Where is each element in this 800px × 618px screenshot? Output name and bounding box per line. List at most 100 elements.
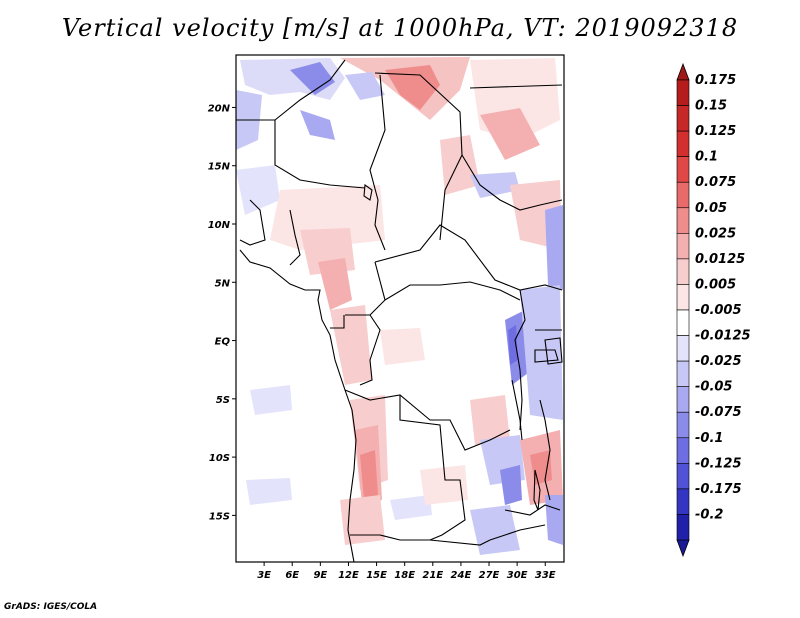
country-borders (236, 59, 563, 563)
colorbar-label: -0.025 (695, 354, 742, 369)
border-line (384, 281, 521, 301)
colorbar-top-arrow (676, 62, 690, 81)
field-patch (318, 258, 352, 310)
map-title: Vertical velocity [m/s] at 1000hPa, VT: … (61, 14, 739, 42)
colorbar-label: -0.05 (695, 380, 732, 395)
border-line (344, 389, 511, 451)
lon-tick-label: 18E (394, 570, 415, 581)
colorbar-label: 0.075 (695, 175, 736, 190)
border-line (489, 524, 546, 541)
lon-tick-label: 9E (313, 570, 327, 581)
colorbar-swatch (676, 156, 690, 183)
field-patch (390, 495, 432, 520)
lake-tanganyika (511, 379, 523, 441)
colorbar-label: -0.125 (695, 456, 742, 471)
colorbar-swatch (676, 437, 690, 464)
colorbar-label: 0.15 (695, 99, 727, 114)
colorbar-swatch (676, 335, 690, 362)
lon-tick-label: 3E (257, 570, 271, 581)
border-line (369, 74, 386, 251)
colorbar-label: -0.005 (695, 303, 742, 318)
colorbar-label: -0.2 (695, 507, 723, 522)
longitude-axis: 3E 6E 9E 12E 15E 18E 21E 24E 27E 30E 33E (257, 562, 556, 581)
field-patch (330, 305, 372, 385)
map-frame (235, 54, 565, 563)
border-line (345, 261, 386, 316)
border-line (289, 209, 301, 266)
colorbar-swatch (676, 207, 690, 234)
colorbar-swatch (676, 79, 690, 106)
field-patch (250, 385, 292, 415)
colorbar-label: 0.0125 (695, 252, 745, 267)
border-line (539, 399, 551, 501)
colorbar-swatch (676, 463, 690, 490)
field-patch (345, 72, 385, 100)
field-patch (246, 478, 292, 505)
field-patch (300, 110, 335, 140)
lat-tick-label: 15N (208, 162, 231, 173)
field-patch (360, 450, 378, 500)
colorbar-swatch (676, 233, 690, 260)
lat-tick-label: 5N (215, 278, 231, 289)
border-line (239, 199, 266, 246)
field-patch (500, 465, 522, 505)
border-line (330, 315, 345, 329)
field-patch (340, 495, 385, 545)
colorbar-label: 0.1 (695, 150, 718, 165)
latitude-axis: 20N 15N 10N 5N EQ 5S 10S 15S (208, 103, 236, 522)
field-patch (470, 395, 510, 445)
colorbar-label: -0.175 (695, 482, 742, 497)
lon-tick-label: 30E (507, 570, 528, 581)
colorbar-swatch (676, 258, 690, 285)
colorbar: 0.175 0.15 0.125 0.1 0.075 0.05 0.025 0.0125 0.0… (676, 62, 751, 558)
border-line (469, 84, 563, 89)
border-line (350, 534, 491, 546)
field-patch (508, 325, 518, 365)
field-patch (236, 165, 280, 215)
lon-tick-label: 21E (422, 570, 443, 581)
colorbar-swatch (676, 130, 690, 157)
lon-tick-label: 12E (338, 570, 359, 581)
colorbar-swatch (676, 411, 690, 439)
colorbar-label: -0.1 (695, 431, 723, 446)
border-line (399, 395, 466, 541)
field-patch (385, 65, 440, 110)
colorbar-swatch (676, 386, 690, 413)
colorbar-label: -0.075 (695, 405, 742, 420)
border-line (274, 120, 366, 189)
field-patch (470, 172, 520, 198)
colorbar-swatch (676, 181, 690, 209)
colorbar-label: 0.125 (695, 124, 736, 139)
lake-victoria (544, 337, 563, 365)
colorbar-bottom-arrow (676, 539, 690, 558)
colorbar-label: 0.025 (695, 226, 736, 241)
lake-chad (363, 183, 373, 201)
coastline-west (239, 249, 357, 563)
lat-tick-label: 10S (209, 453, 230, 464)
colorbar-swatch (676, 488, 690, 515)
border-line (374, 72, 463, 241)
colorbar-swatch (676, 360, 690, 387)
grads-credit: GrADS: IGES/COLA (4, 602, 98, 612)
field-patch (470, 505, 520, 555)
border-line (359, 314, 381, 386)
lon-tick-label: 33E (535, 570, 556, 581)
colorbar-label: 0.05 (695, 201, 727, 216)
colorbar-swatch (676, 105, 690, 132)
colorbar-label: -0.0125 (695, 329, 751, 344)
lon-tick-label: 27E (479, 570, 500, 581)
lon-tick-label: 6E (285, 570, 299, 581)
lon-tick-label: 24E (451, 570, 472, 581)
colorbar-swatch (676, 309, 690, 336)
lat-tick-label: 5S (216, 395, 230, 406)
field-patch (545, 495, 563, 545)
border-line (514, 289, 526, 431)
border-line (236, 59, 346, 121)
field-patch (480, 108, 540, 160)
colorbar-label: 0.175 (695, 73, 736, 88)
lat-tick-label: 10N (208, 220, 231, 231)
colorbar-swatch (676, 284, 690, 311)
lon-tick-label: 15E (366, 570, 387, 581)
lat-tick-label: EQ (215, 337, 231, 348)
